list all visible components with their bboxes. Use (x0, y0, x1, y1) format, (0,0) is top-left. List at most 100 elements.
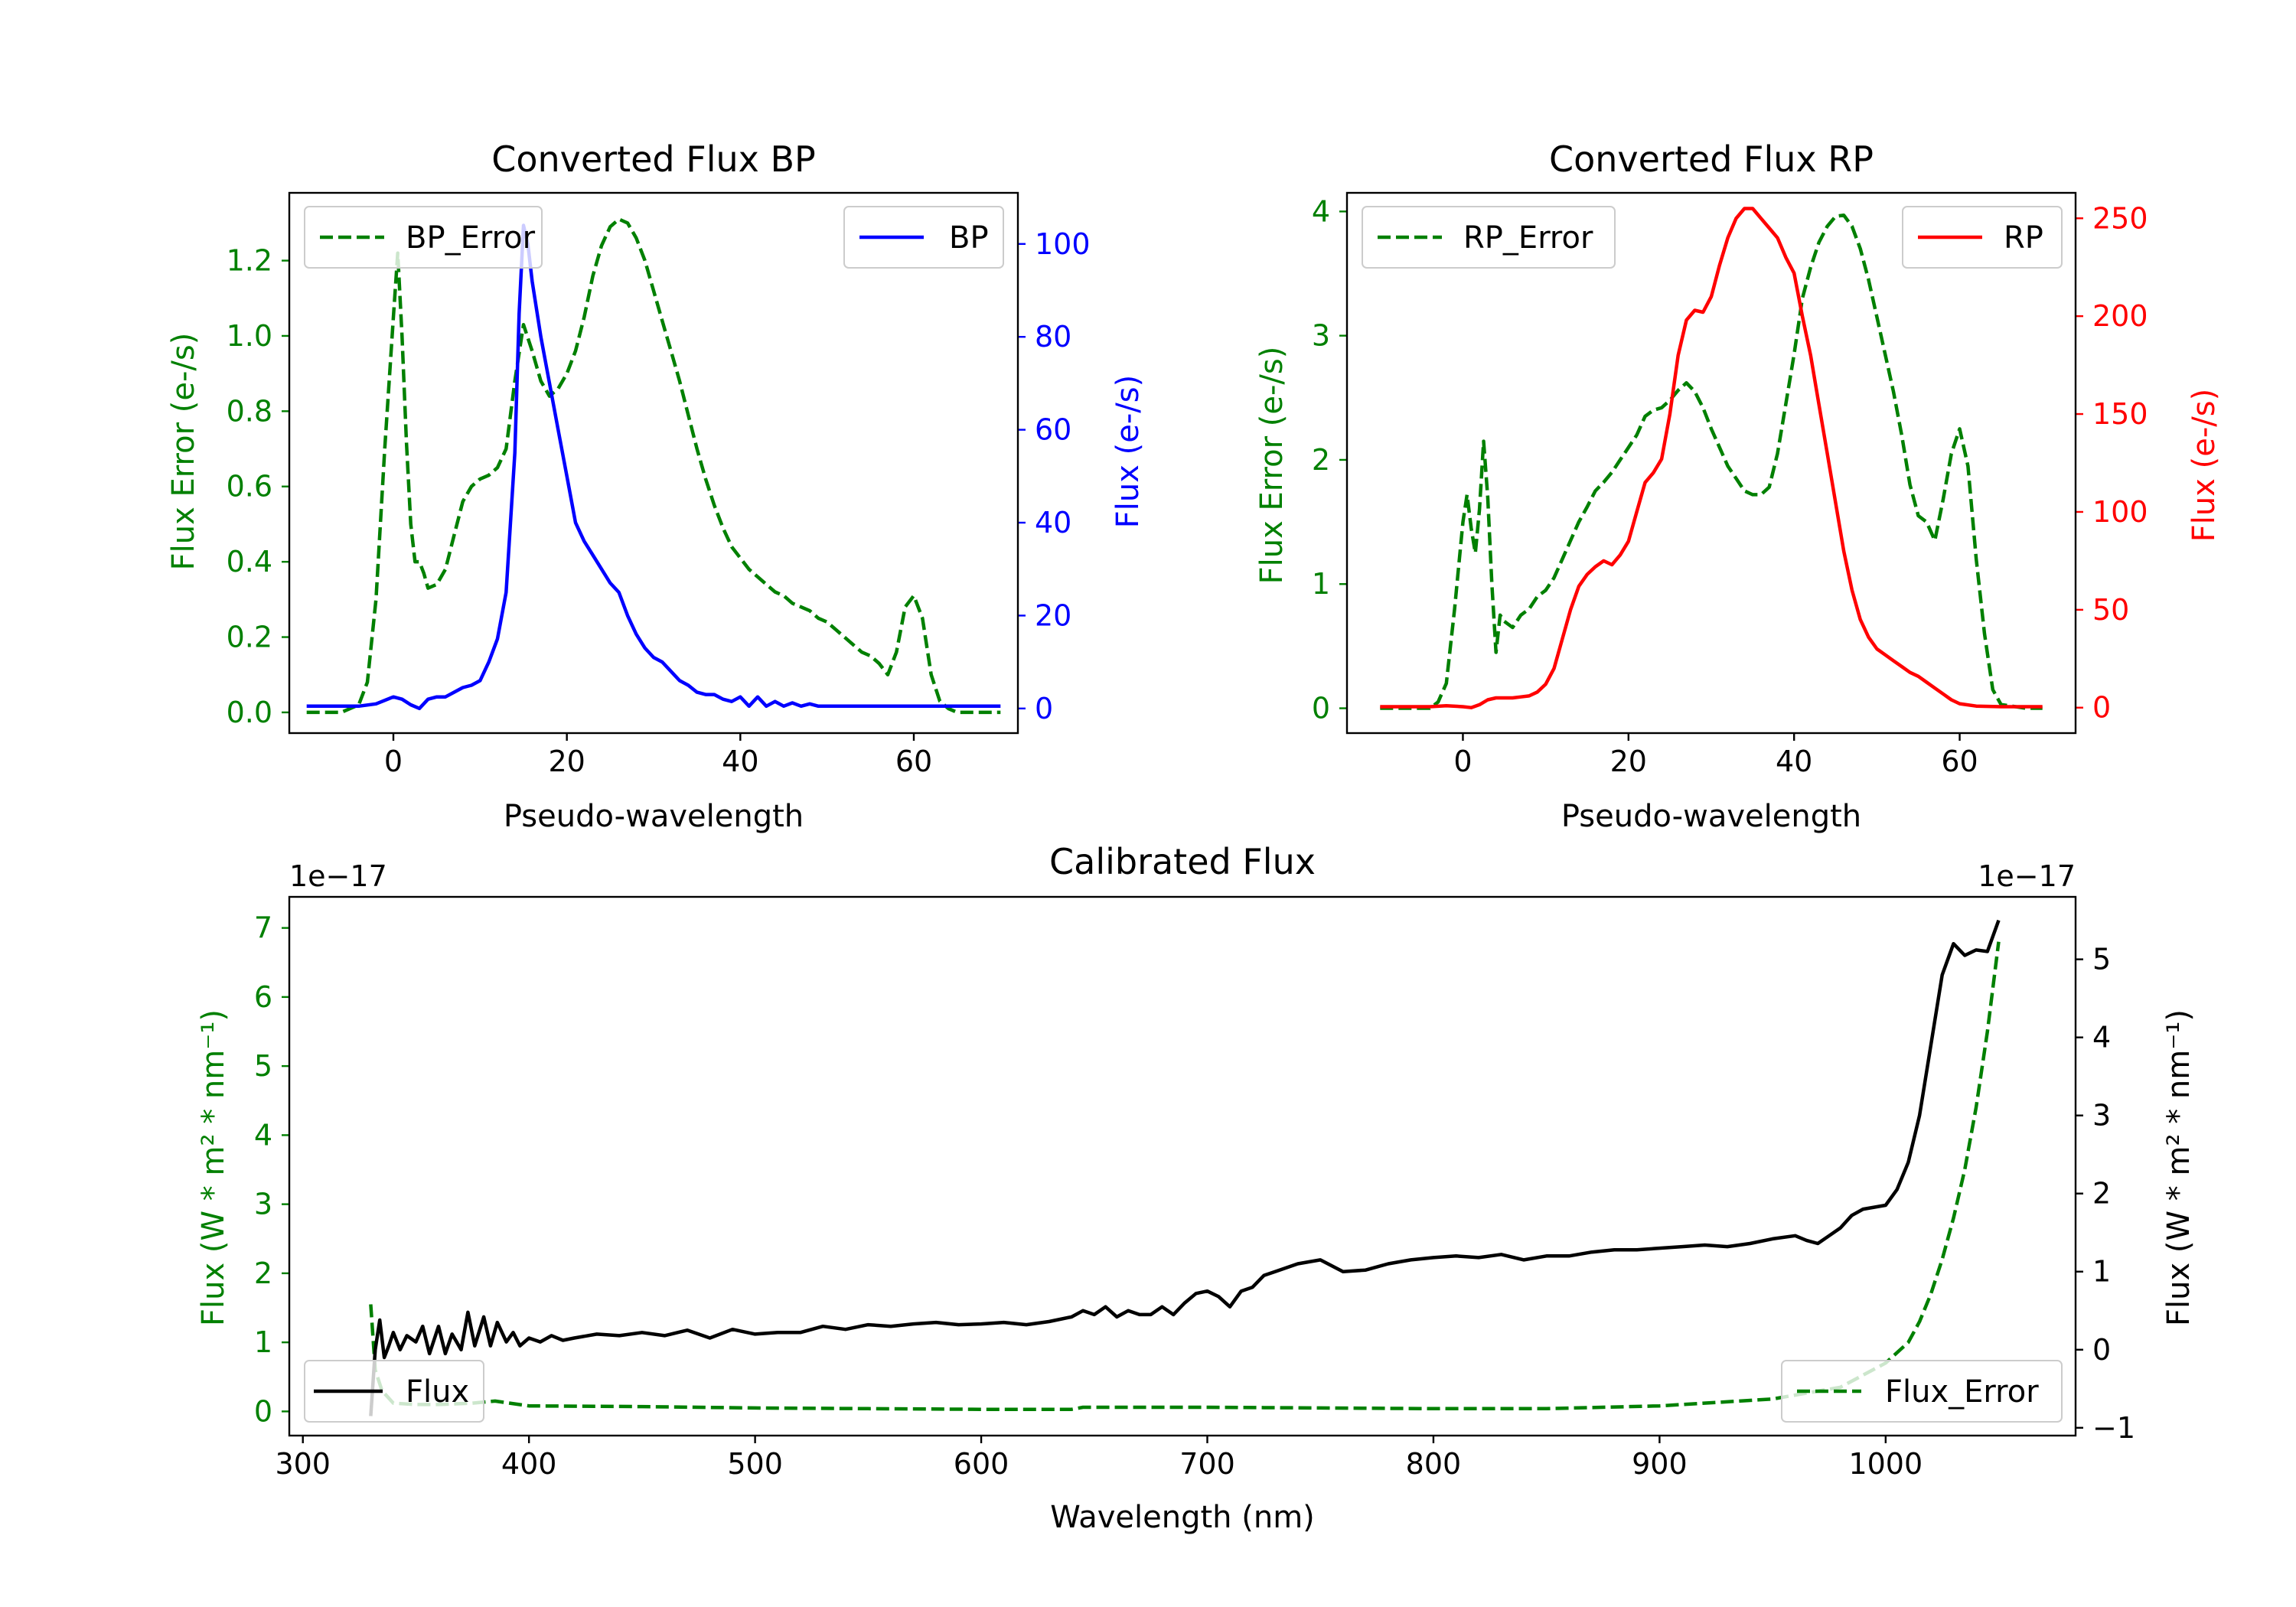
y-tick-label-left-bp: 0.0 (227, 696, 272, 729)
y-tick-label-left-calibrated: 2 (254, 1257, 272, 1290)
y-tick-label-right-calibrated: −1 (2092, 1411, 2135, 1445)
x-tick-label-bp: 20 (548, 745, 585, 778)
legend-bp: BP (843, 206, 1004, 269)
legend-flux: Flux (304, 1360, 484, 1423)
y-tick-label-right-calibrated: 4 (2092, 1021, 2111, 1054)
chart-converted-flux-rp: Converted Flux RP Pseudo-wavelength Flux… (1254, 139, 2222, 834)
x-tick-label-calibrated: 900 (1632, 1447, 1688, 1481)
legend-flux-error: Flux_Error (1781, 1360, 2063, 1423)
y-tick-label-right-rp: 100 (2092, 495, 2148, 529)
y-axis-label-left-bp: Flux Error (e-/s) (166, 333, 201, 571)
x-tick-label-bp: 40 (722, 745, 758, 778)
y-tick-label-left-bp: 0.4 (227, 545, 272, 579)
legend-box-rp-error (1362, 206, 1616, 269)
y-tick-label-right-rp: 250 (2092, 201, 2148, 235)
offset-label-right: 1e−17 (1978, 859, 2076, 893)
series-line-flux (369, 919, 2001, 1416)
y-axis-label-right-rp: Flux (e-/s) (2187, 389, 2222, 542)
legend-label-bp-error: BP_Error (406, 220, 536, 256)
x-tick-label-rp: 40 (1776, 745, 1812, 778)
y-tick-label-left-bp: 1.2 (227, 244, 272, 278)
legend-label-flux-error: Flux_Error (1885, 1374, 2039, 1410)
y-tick-label-right-bp: 60 (1035, 413, 1071, 447)
series-line-bp (306, 223, 1001, 711)
y-tick-label-right-bp: 0 (1035, 692, 1053, 725)
y-tick-label-right-calibrated: 1 (2092, 1255, 2111, 1289)
y-tick-label-left-calibrated: 0 (254, 1394, 272, 1428)
x-tick-label-rp: 0 (1453, 745, 1472, 778)
legend-box-flux-error (1781, 1360, 2063, 1423)
chart-title-calibrated: Calibrated Flux (1049, 841, 1316, 882)
ticks-calibrated: 300 400 500 600 700 800 900 1000 0 1 2 3 4 5 6 7 −1 0 1 2 3 4… (254, 911, 2135, 1481)
legend-rp: RP (1902, 206, 2063, 269)
y-axis-label-right-bp: Flux (e-/s) (1110, 375, 1146, 528)
legend-bp-error: BP_Error (304, 206, 543, 269)
legend-label-rp-error: RP_Error (1463, 220, 1593, 256)
chart-title-rp: Converted Flux RP (1549, 139, 1874, 180)
y-tick-label-right-calibrated: 3 (2092, 1099, 2111, 1133)
y-tick-label-right-rp: 200 (2092, 299, 2148, 333)
y-tick-label-right-calibrated: 2 (2092, 1177, 2111, 1211)
chart-title-bp: Converted Flux BP (491, 139, 816, 180)
legend-label-rp: RP (2004, 220, 2043, 256)
y-tick-label-right-rp: 150 (2092, 397, 2148, 431)
y-tick-label-right-bp: 100 (1035, 227, 1091, 261)
y-tick-label-left-rp: 1 (1312, 567, 1330, 601)
x-tick-label-calibrated: 300 (275, 1447, 331, 1481)
y-tick-label-right-rp: 50 (2092, 593, 2129, 627)
x-tick-label-calibrated: 400 (501, 1447, 557, 1481)
x-tick-label-calibrated: 700 (1179, 1447, 1235, 1481)
y-tick-label-left-calibrated: 6 (254, 980, 272, 1014)
y-tick-label-left-calibrated: 3 (254, 1188, 272, 1221)
y-tick-label-right-bp: 40 (1035, 506, 1071, 539)
legend-box-bp-error (304, 206, 543, 269)
y-tick-label-right-bp: 80 (1035, 320, 1071, 354)
legend-label-flux: Flux (406, 1374, 469, 1410)
y-tick-label-left-calibrated: 4 (254, 1118, 272, 1152)
x-tick-label-calibrated: 600 (954, 1447, 1009, 1481)
legend-box-flux (304, 1360, 484, 1423)
y-tick-label-left-rp: 0 (1312, 692, 1330, 725)
x-tick-label-bp: 60 (895, 745, 932, 778)
series-lines-rp (1380, 207, 2043, 710)
offset-label-left: 1e−17 (289, 859, 387, 893)
x-tick-label-bp: 0 (384, 745, 403, 778)
legend-rp-error: RP_Error (1362, 206, 1616, 269)
y-tick-label-right-calibrated: 5 (2092, 943, 2111, 976)
x-tick-label-calibrated: 500 (727, 1447, 783, 1481)
x-axis-label-rp: Pseudo-wavelength (1561, 799, 1861, 834)
legend-label-bp: BP (949, 220, 989, 256)
x-axis-label-bp: Pseudo-wavelength (504, 799, 804, 834)
y-tick-label-right-bp: 20 (1035, 598, 1071, 632)
y-tick-label-left-bp: 0.6 (227, 470, 272, 504)
axes-frame-rp (1345, 191, 2077, 735)
x-tick-label-rp: 20 (1610, 745, 1647, 778)
x-tick-label-calibrated: 800 (1406, 1447, 1462, 1481)
series-line-rp (1380, 207, 2043, 709)
y-tick-label-left-rp: 4 (1312, 194, 1330, 228)
series-lines-bp (306, 217, 1001, 715)
y-tick-label-left-calibrated: 1 (254, 1325, 272, 1359)
axes-frame-bp (288, 191, 1019, 735)
y-tick-label-left-rp: 2 (1312, 443, 1330, 477)
y-axis-label-left-rp: Flux Error (e-/s) (1254, 347, 1290, 585)
y-tick-label-left-bp: 0.8 (227, 394, 272, 428)
y-tick-label-left-rp: 3 (1312, 319, 1330, 353)
y-tick-label-right-calibrated: 0 (2092, 1333, 2111, 1367)
x-axis-label-calibrated: Wavelength (nm) (1050, 1500, 1315, 1535)
y-tick-label-left-calibrated: 7 (254, 911, 272, 945)
y-tick-label-left-calibrated: 5 (254, 1049, 272, 1083)
chart-calibrated-flux: Calibrated Flux 1e−17 1e−17 Wavelength (… (196, 841, 2197, 1535)
axes-frame-calibrated (288, 895, 2077, 1437)
chart-converted-flux-bp: Converted Flux BP Pseudo-wavelength Flux… (166, 139, 1146, 834)
y-tick-label-right-rp: 0 (2092, 691, 2111, 725)
y-tick-label-left-bp: 0.2 (227, 621, 272, 654)
x-tick-label-rp: 60 (1941, 745, 1978, 778)
y-axis-label-left-calibrated: Flux (W * m² * nm⁻¹) (196, 1009, 231, 1326)
series-line-bp-error (306, 217, 1001, 715)
series-line-rp-error (1380, 213, 2043, 710)
y-axis-label-right-calibrated: Flux (W * m² * nm⁻¹) (2161, 1009, 2197, 1326)
x-tick-label-calibrated: 1000 (1848, 1447, 1923, 1481)
